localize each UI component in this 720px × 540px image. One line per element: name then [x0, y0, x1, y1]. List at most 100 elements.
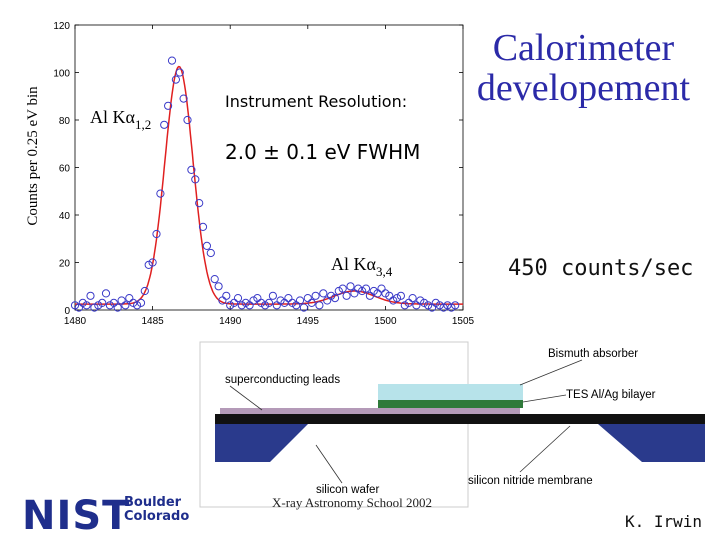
chart-axes: [74, 24, 464, 311]
data-point: [82, 301, 91, 310]
data-point: [86, 291, 95, 300]
data-point: [222, 291, 231, 300]
data-point: [202, 241, 211, 250]
resolution-value: 2.0 ± 0.1 eV FWHM: [225, 140, 420, 164]
data-point: [171, 75, 180, 84]
data-point: [311, 291, 320, 300]
data-point: [264, 298, 274, 307]
data-point: [191, 175, 200, 184]
data-point: [435, 301, 444, 310]
data-point: [307, 298, 316, 307]
data-point: [160, 120, 169, 129]
data-point: [346, 282, 355, 291]
detector-diagram: Bismuth absorber superconducting leads T…: [199, 341, 705, 508]
data-point: [187, 165, 196, 174]
data-point: [451, 301, 460, 310]
data-point: [299, 303, 308, 312]
data-point: [164, 101, 173, 110]
data-point: [98, 298, 107, 307]
y-tick-label: 0: [64, 306, 70, 317]
silicon-wafer-left: [215, 424, 308, 462]
peak-2-label: Al Kα3,4: [331, 254, 393, 279]
data-point: [117, 296, 126, 305]
peak-1-label-sub: 1,2: [135, 117, 151, 132]
data-point: [140, 286, 149, 296]
data-point: [148, 258, 157, 267]
data-point: [268, 291, 277, 300]
tes-bilayer: [378, 400, 523, 408]
x-tick-label: 1480: [64, 316, 87, 327]
data-point: [152, 229, 161, 239]
leads-leader: [229, 385, 263, 411]
data-point: [210, 275, 219, 284]
data-point: [167, 56, 177, 65]
wafer-label: silicon wafer: [316, 484, 379, 496]
data-point: [206, 248, 215, 258]
x-tick-label: 1505: [452, 316, 475, 327]
data-point: [295, 296, 305, 305]
data-point: [315, 301, 324, 310]
resolution-title: Instrument Resolution:: [225, 92, 407, 111]
data-point: [303, 294, 312, 303]
bismuth-leader: [519, 359, 583, 386]
data-point: [284, 294, 293, 303]
tes-leader: [522, 394, 567, 403]
data-point: [361, 284, 371, 293]
data-point: [396, 291, 405, 300]
y-tick-label: 100: [53, 69, 70, 80]
wafer-leader: [315, 444, 343, 484]
plot-frame: [74, 24, 464, 311]
x-tick-label: 1500: [374, 316, 397, 327]
data-point: [408, 294, 417, 303]
data-point: [198, 222, 208, 231]
data-point: [90, 303, 99, 312]
data-point: [175, 68, 184, 77]
data-point: [330, 294, 340, 303]
data-point: [70, 301, 80, 310]
leads-label: superconducting leads: [225, 374, 340, 386]
nist-location-line-2: Colorado: [124, 509, 190, 524]
tes-label: TES Al/Ag bilayer: [566, 389, 656, 401]
silicon-wafer-right: [598, 424, 705, 462]
x-tick-label: 1490: [219, 316, 242, 327]
data-point: [323, 296, 332, 305]
slide-title: Calorimeter developement: [477, 28, 690, 108]
data-point: [424, 301, 433, 310]
spectrum-chart: 1480 1485 1490 1495 1500 1505020406080100120 …: [25, 21, 475, 327]
bismuth-absorber: [378, 384, 523, 400]
data-point: [392, 294, 402, 303]
data-point: [342, 291, 351, 300]
y-tick-label: 120: [53, 21, 70, 32]
nist-location: Boulder Colorado: [124, 496, 189, 524]
superconducting-leads: [220, 408, 520, 414]
data-point: [439, 303, 448, 312]
slide-title-line-2: developement: [476, 67, 690, 109]
tick-labels: 1480 1485 1490 1495 1500 1505 0 20 40 60 80 100 120: [53, 21, 474, 327]
peak-2-label-sub: 3,4: [376, 264, 393, 279]
data-point: [327, 291, 336, 300]
data-point: [233, 294, 243, 303]
data-point: [272, 301, 281, 310]
y-tick-label: 20: [59, 259, 71, 270]
data-point: [443, 301, 452, 310]
y-axis-label: Counts per 0.25 eV bin: [25, 86, 41, 226]
membrane-leader: [519, 425, 571, 473]
data-point: [412, 301, 421, 310]
data-point: [183, 115, 192, 125]
data-point: [121, 301, 130, 310]
data-point: [136, 298, 146, 307]
data-point: [156, 189, 165, 198]
peak-1-label-main: Al Kα: [90, 107, 135, 127]
membrane-label: silicon nitride membrane: [468, 475, 593, 487]
data-point: [195, 199, 204, 208]
slide-title-line-1: Calorimeter: [492, 27, 675, 69]
y-tick-label: 60: [59, 164, 71, 175]
data-point: [319, 289, 328, 298]
count-rate: 450 counts/sec: [508, 256, 694, 281]
author-name: K. Irwin: [624, 512, 702, 531]
silicon-nitride-membrane: [215, 414, 705, 424]
data-point: [377, 284, 386, 293]
school-caption: X-ray Astronomy School 2002: [272, 495, 432, 510]
x-tick-label: 1485: [141, 316, 164, 327]
y-tick-label: 80: [59, 116, 71, 127]
